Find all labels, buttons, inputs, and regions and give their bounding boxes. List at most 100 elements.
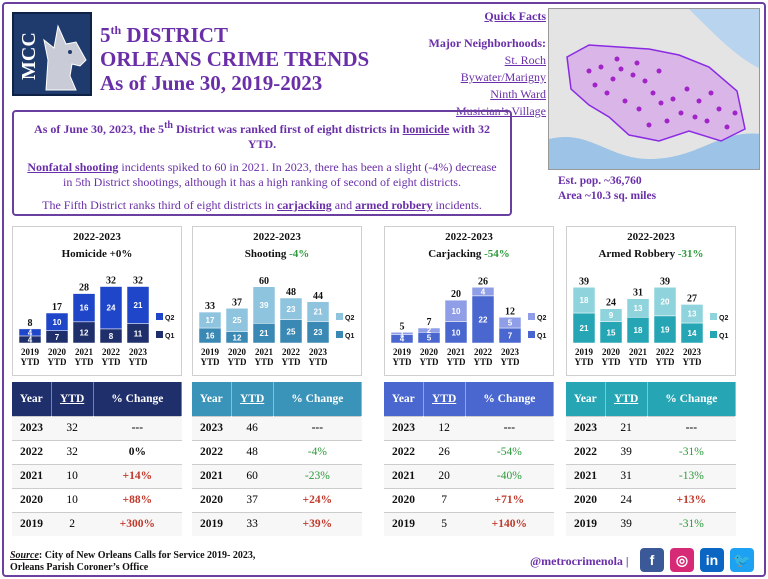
chart-change: -54% <box>484 248 510 260</box>
table-cell: 33 <box>231 511 274 536</box>
legend-swatch <box>528 331 535 338</box>
table-header: Year <box>384 382 424 416</box>
instagram-icon[interactable]: ◎ <box>670 548 694 572</box>
table-cell: 37 <box>231 487 274 512</box>
table-row: 2022 39 -31% <box>566 439 736 464</box>
stats-table: Year YTD% Change 2023 21 --- 2022 39 -31% 2021 31… <box>566 382 737 536</box>
neighborhood-link[interactable]: Ninth Ward <box>490 87 546 101</box>
facebook-icon[interactable]: f <box>640 548 664 572</box>
table-cell: 2020 <box>12 487 52 512</box>
table-row: 2019 39 -31% <box>566 511 736 536</box>
table-row: 2021 60 -23% <box>192 463 362 488</box>
twitter-icon[interactable]: 🐦 <box>730 548 754 572</box>
x-tick-label: 2022 <box>282 347 301 357</box>
bar-value-label: 21 <box>580 324 589 333</box>
table-cell: 2 <box>51 511 94 536</box>
x-tick-label: 2021 <box>629 347 648 357</box>
linkedin-icon[interactable]: in <box>700 548 724 572</box>
bar-chart: 2118392019YTD159242020YTD1813312021YTD19… <box>572 276 728 367</box>
x-tick-label: YTD <box>281 357 301 367</box>
table-cell: 2021 <box>12 463 52 488</box>
chart-subtitle: Shooting -4% <box>244 248 310 260</box>
map-graphic <box>549 9 759 169</box>
chart-subtitle: Carjacking -54% <box>428 248 510 260</box>
bar-value-label: 13 <box>634 304 643 313</box>
table-cell: 7 <box>423 487 466 512</box>
bar-total-label: 31 <box>633 288 643 299</box>
table-row: 2020 7 +71% <box>384 487 554 512</box>
source-note: Source: City of New Orleans Calls for Se… <box>10 550 256 573</box>
table-header: YTD <box>51 382 94 416</box>
table-cell: 2022 <box>384 439 424 464</box>
legend-swatch <box>156 331 163 338</box>
table-cell: 2019 <box>12 511 52 536</box>
bar-q2 <box>417 327 441 333</box>
table-cell: -31% <box>647 511 736 536</box>
bar-total-label: 8 <box>28 318 33 329</box>
bar-total-label: 37 <box>232 297 242 308</box>
x-tick-label: 2023 <box>501 347 520 357</box>
bar-q2 <box>471 287 495 297</box>
chart-change: -4% <box>289 248 310 260</box>
table-cell: +300% <box>93 511 182 536</box>
bar-value-label: 4 <box>481 288 486 297</box>
table-cell: 2022 <box>566 439 606 464</box>
bar-total-label: 44 <box>313 291 323 302</box>
legend-label: Q1 <box>719 333 728 340</box>
bar-total-label: 5 <box>400 321 405 332</box>
legend-swatch <box>336 313 343 320</box>
legend-label: Q2 <box>345 315 354 322</box>
table-cell: 31 <box>605 463 648 488</box>
table-cell: 2023 <box>566 415 606 440</box>
twitter-handle[interactable]: @metrocrimenola | <box>530 554 629 568</box>
table-row: 2020 10 +88% <box>12 487 182 512</box>
bar-value-label: 17 <box>206 316 215 325</box>
table-cell: +39% <box>273 511 362 536</box>
x-tick-label: 2021 <box>255 347 274 357</box>
quick-facts-heading[interactable]: Quick Facts <box>484 9 546 23</box>
x-tick-label: YTD <box>128 357 148 367</box>
population: Est. pop. ~36,760 <box>558 175 642 187</box>
table-cell: -31% <box>647 439 736 464</box>
table-row: 2019 2 +300% <box>12 511 182 536</box>
bar-value-label: 13 <box>688 310 697 319</box>
x-tick-label: 2019 <box>393 347 412 357</box>
x-tick-label: 2020 <box>420 347 439 357</box>
bar-total-label: 12 <box>505 306 515 317</box>
bar-total-label: 7 <box>427 317 432 328</box>
legend-label: Q2 <box>719 315 728 322</box>
table-row: 2021 20 -40% <box>384 463 554 488</box>
bar-q2 <box>680 304 704 324</box>
neighborhood-link[interactable]: St. Roch <box>504 53 546 67</box>
bar-q2 <box>390 332 414 335</box>
table-cell: 2020 <box>192 487 232 512</box>
bar-value-label: 16 <box>206 332 215 341</box>
x-tick-label: YTD <box>254 357 274 367</box>
chart-subtitle: Armed Robbery -31% <box>598 248 704 260</box>
summary-carjacking: The Fifth District ranks third of eight … <box>42 198 482 212</box>
neighborhood-link[interactable]: Bywater/Marigny <box>460 70 546 84</box>
bar-q2 <box>252 286 276 324</box>
x-tick-label: YTD <box>601 357 621 367</box>
x-tick-label: YTD <box>308 357 328 367</box>
bar-chart: 4152019YTD5272020YTD1010202021YTD2242620… <box>390 276 546 367</box>
table-row: 2019 33 +39% <box>192 511 362 536</box>
mcc-logo: MCC <box>12 12 92 96</box>
x-tick-label: 2019 <box>575 347 594 357</box>
legend-label: Q1 <box>537 333 546 340</box>
district-stats: Est. pop. ~36,760 Area ~10.3 sq. miles <box>558 174 656 204</box>
chart-card-carjacking: 2022-2023 Carjacking -54% 4 1 5 2019 YTD 5 2 7 202… <box>384 226 554 376</box>
bar-value-label: 25 <box>233 316 242 325</box>
bar-total-label: 39 <box>660 276 670 287</box>
legend-label: Q1 <box>165 333 174 340</box>
chart-change: +0% <box>109 248 133 260</box>
bar-value-label: 24 <box>107 304 116 313</box>
table-header: % Change <box>465 382 555 416</box>
legend-swatch <box>528 313 535 320</box>
x-tick-label: YTD <box>473 357 493 367</box>
table-cell: --- <box>93 415 182 440</box>
table-cell: 12 <box>423 415 466 440</box>
table-cell: -40% <box>465 463 554 488</box>
bar-value-label: 4 <box>28 335 33 344</box>
